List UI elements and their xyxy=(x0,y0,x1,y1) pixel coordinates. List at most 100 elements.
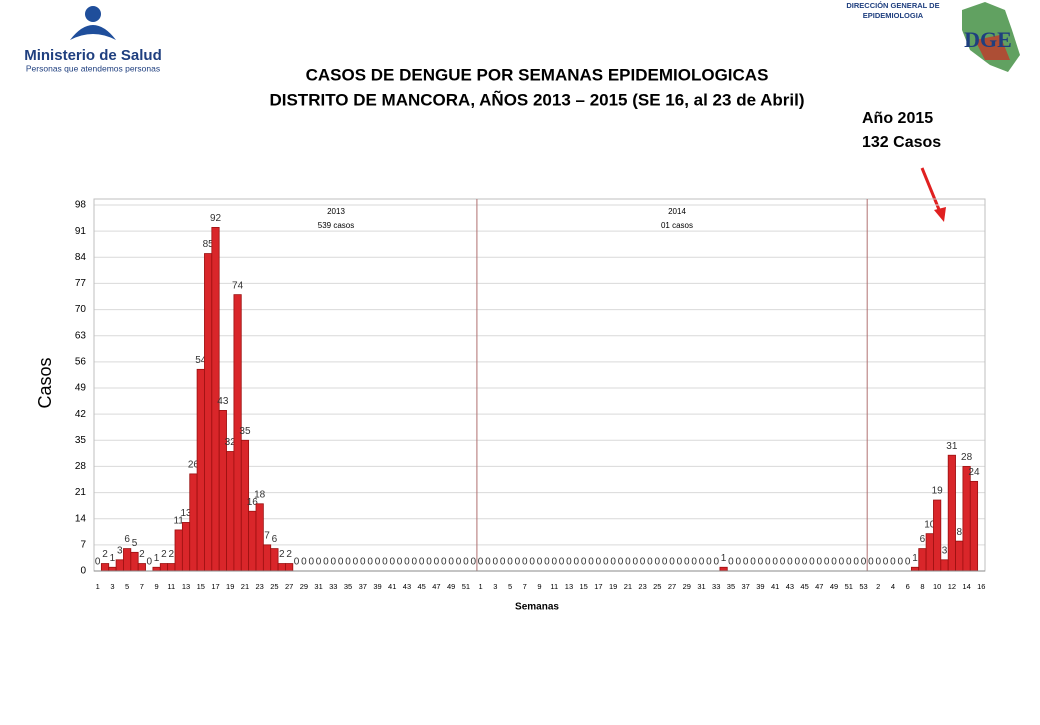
x-tick-label: 5 xyxy=(125,582,129,591)
y-axis-label: Casos xyxy=(35,357,55,408)
bar xyxy=(100,563,110,572)
data-label: 0 xyxy=(817,557,823,568)
bar xyxy=(174,529,183,572)
annotation: 2013 xyxy=(327,207,345,216)
x-tick-label: 3 xyxy=(493,582,497,591)
data-label: 0 xyxy=(338,557,344,568)
bar xyxy=(262,544,272,572)
data-label: 0 xyxy=(890,557,896,568)
data-label: 2 xyxy=(161,549,167,560)
data-label: 54 xyxy=(195,355,207,366)
data-label: 0 xyxy=(470,557,476,568)
x-tick-label: 23 xyxy=(638,582,646,591)
data-label: 1 xyxy=(721,553,727,564)
data-label: 0 xyxy=(655,557,661,568)
data-label: 0 xyxy=(750,557,756,568)
data-label: 35 xyxy=(239,426,251,437)
x-tick-label: 29 xyxy=(683,582,691,591)
bar xyxy=(910,566,920,572)
data-label: 0 xyxy=(699,557,705,568)
data-label: 0 xyxy=(596,557,602,568)
data-label: 0 xyxy=(529,557,535,568)
y-tick-label: 7 xyxy=(80,539,86,550)
data-label: 0 xyxy=(758,557,764,568)
data-label: 0 xyxy=(353,557,359,568)
data-label: 92 xyxy=(210,213,222,224)
data-label: 0 xyxy=(146,557,152,568)
x-tick-label: 45 xyxy=(418,582,426,591)
data-label: 3 xyxy=(117,545,123,556)
data-label: 0 xyxy=(515,557,521,568)
x-tick-label: 43 xyxy=(786,582,794,591)
data-label: 24 xyxy=(968,467,980,478)
data-label: 0 xyxy=(728,557,734,568)
agency-name: EPIDEMIOLOGIA xyxy=(863,11,924,20)
data-label: 0 xyxy=(485,557,491,568)
x-tick-label: 47 xyxy=(432,582,440,591)
bar xyxy=(130,551,139,572)
data-label: 0 xyxy=(507,557,513,568)
data-label: 32 xyxy=(225,437,237,448)
x-tick-label: 35 xyxy=(727,582,735,591)
bar xyxy=(226,451,235,572)
x-tick-label: 23 xyxy=(256,582,264,591)
chart-subtitle: DISTRITO DE MANCORA, AÑOS 2013 – 2015 (S… xyxy=(269,89,804,109)
x-tick-label: 16 xyxy=(977,582,985,591)
x-tick-label: 33 xyxy=(329,582,337,591)
x-tick-label: 21 xyxy=(624,582,632,591)
data-label: 0 xyxy=(522,557,528,568)
x-tick-label: 9 xyxy=(537,582,541,591)
data-label: 0 xyxy=(301,557,307,568)
x-tick-label: 19 xyxy=(609,582,617,591)
x-tick-label: 51 xyxy=(845,582,853,591)
data-label: 0 xyxy=(787,557,793,568)
data-label: 85 xyxy=(203,239,215,250)
data-label: 3 xyxy=(942,545,948,556)
data-label: 0 xyxy=(382,557,388,568)
bar xyxy=(248,510,257,572)
x-tick-label: 13 xyxy=(182,582,190,591)
data-label: 2 xyxy=(286,549,292,560)
bar xyxy=(969,480,979,572)
bar xyxy=(152,566,161,572)
bar xyxy=(167,563,176,572)
data-label: 6 xyxy=(272,534,278,545)
data-label: 0 xyxy=(294,557,300,568)
bar xyxy=(285,563,294,572)
annotation: 2014 xyxy=(668,207,686,216)
data-label: 1 xyxy=(912,553,918,564)
data-label: 2 xyxy=(102,549,108,560)
bar xyxy=(181,522,191,572)
data-label: 6 xyxy=(920,534,926,545)
bar xyxy=(255,503,264,572)
data-label: 0 xyxy=(824,557,830,568)
bar xyxy=(204,253,213,572)
x-tick-label: 41 xyxy=(771,582,779,591)
data-label: 0 xyxy=(544,557,550,568)
x-tick-label: 12 xyxy=(948,582,956,591)
data-label: 0 xyxy=(669,557,675,568)
bar xyxy=(918,548,927,572)
bar xyxy=(189,473,198,572)
bar xyxy=(940,559,949,572)
chart-title: CASOS DE DENGUE POR SEMANAS EPIDEMIOLOGI… xyxy=(306,65,769,84)
data-label: 0 xyxy=(412,557,418,568)
x-tick-label: 8 xyxy=(920,582,924,591)
data-label: 74 xyxy=(232,280,244,291)
x-tick-label: 25 xyxy=(653,582,661,591)
callout: Año 2015 xyxy=(862,110,933,127)
data-label: 0 xyxy=(780,557,786,568)
data-label: 1 xyxy=(154,553,160,564)
x-tick-label: 31 xyxy=(697,582,705,591)
data-label: 0 xyxy=(706,557,712,568)
data-label: 8 xyxy=(956,527,962,538)
x-tick-label: 53 xyxy=(859,582,867,591)
data-label: 0 xyxy=(868,557,874,568)
x-tick-label: 41 xyxy=(388,582,396,591)
x-tick-label: 49 xyxy=(830,582,838,591)
data-label: 0 xyxy=(802,557,808,568)
data-label: 0 xyxy=(308,557,314,568)
data-label: 0 xyxy=(419,557,425,568)
data-label: 0 xyxy=(463,557,469,568)
data-label: 0 xyxy=(632,557,638,568)
